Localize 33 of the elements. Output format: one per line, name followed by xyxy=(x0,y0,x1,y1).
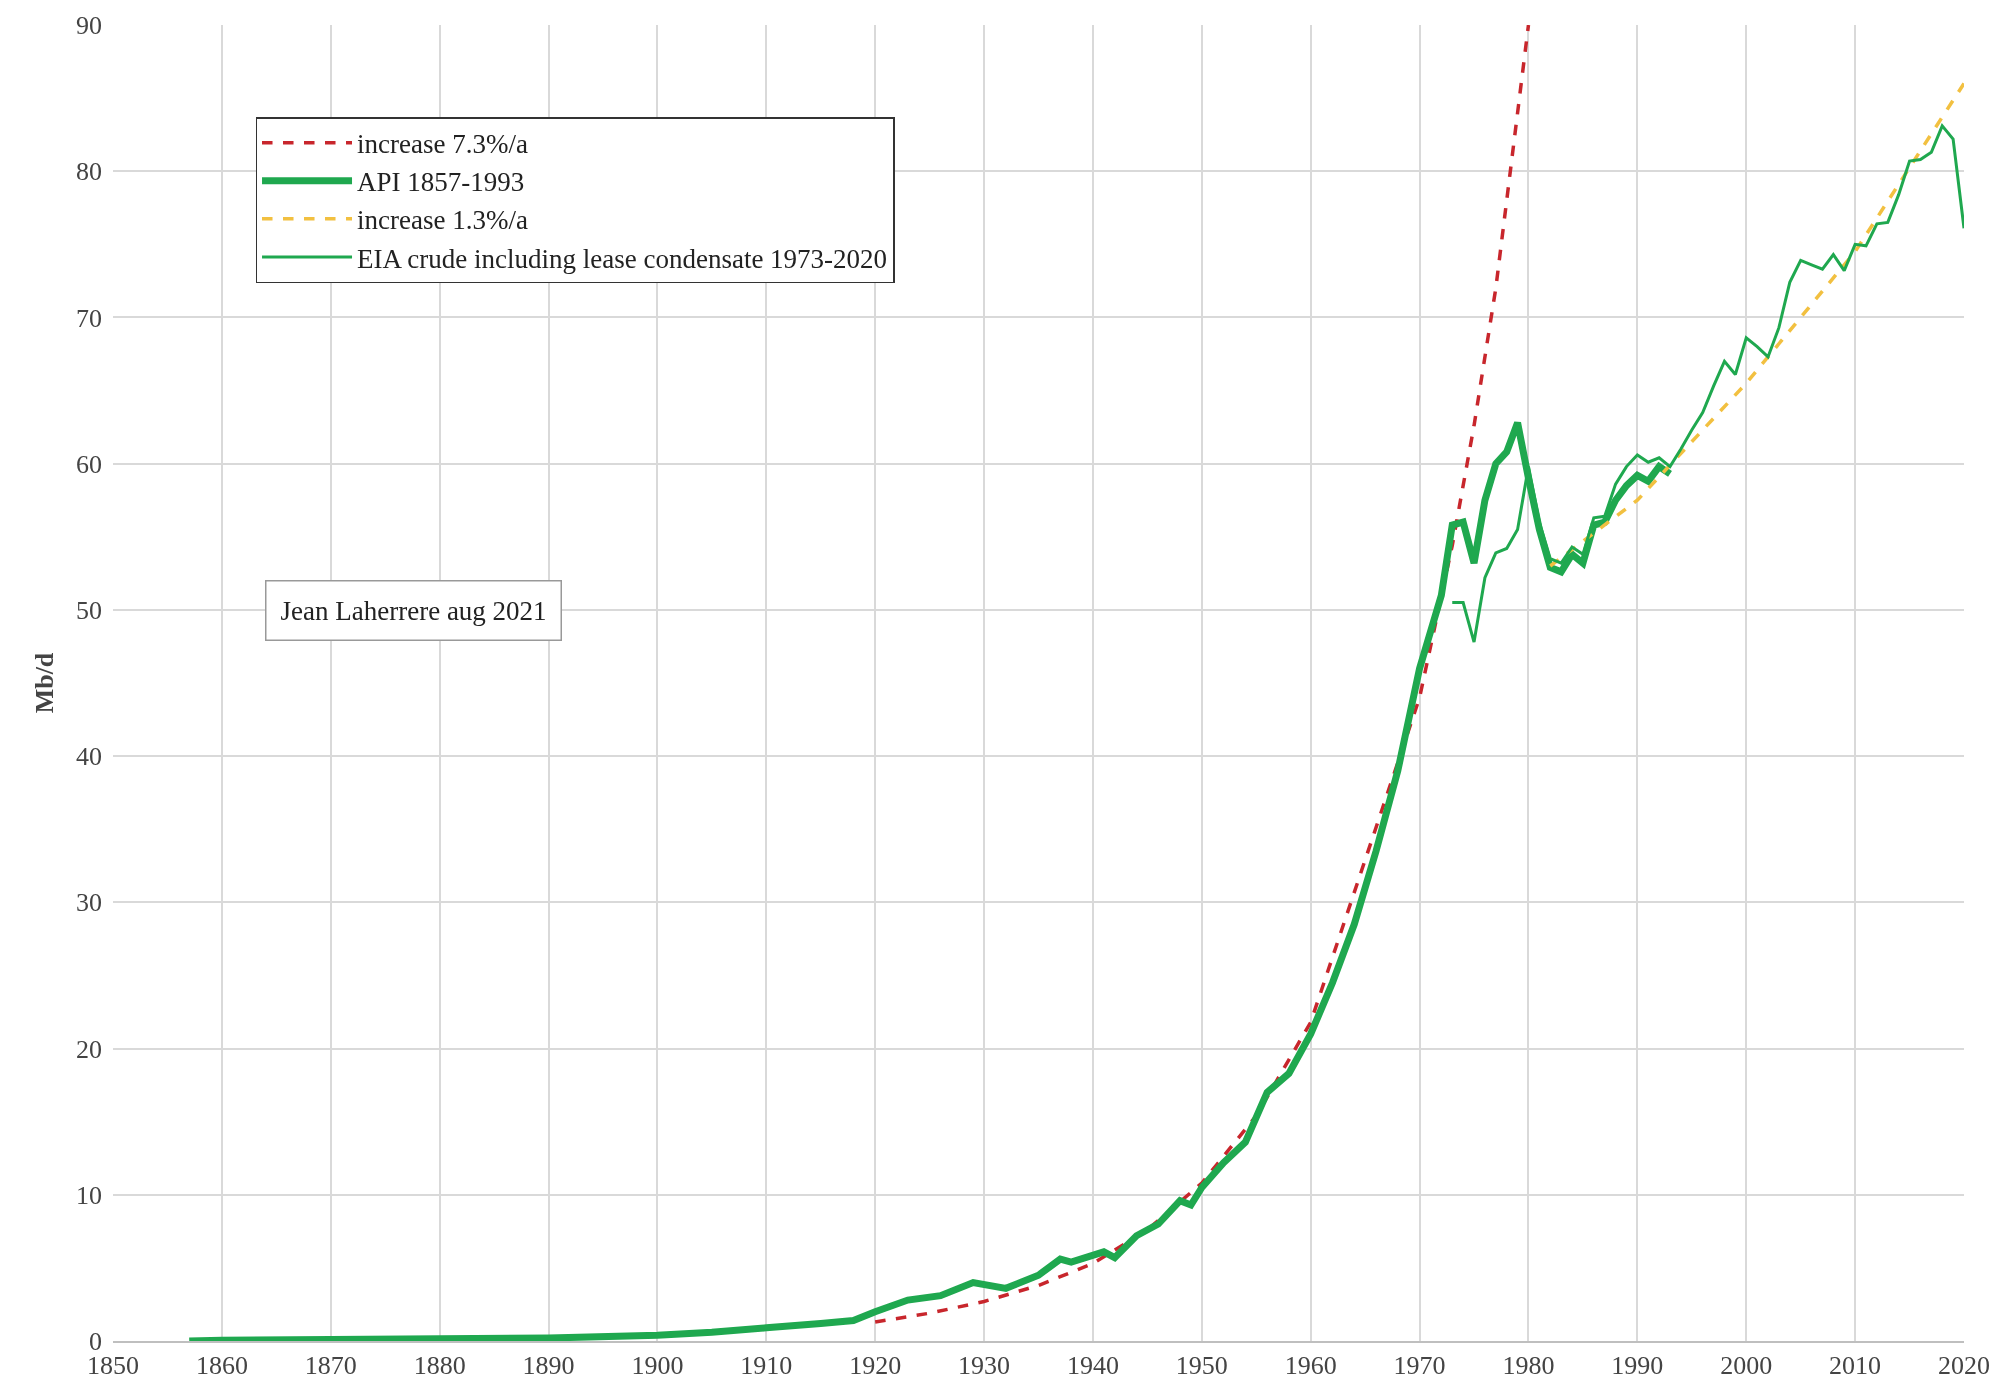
legend-label: increase 7.3%/a xyxy=(357,129,528,160)
x-tick-label: 2020 xyxy=(1938,1350,1990,1380)
legend-label: increase 1.3%/a xyxy=(357,205,528,236)
x-tick-label: 1930 xyxy=(958,1350,1011,1380)
y-tick-label: 60 xyxy=(76,449,102,479)
x-tick-label: 1920 xyxy=(849,1350,902,1380)
line-series xyxy=(1548,81,1964,568)
y-tick-label: 70 xyxy=(76,303,102,333)
x-tick-label: 1950 xyxy=(1175,1350,1228,1380)
y-tick-label: 10 xyxy=(76,1180,102,1210)
x-tick-label: 1910 xyxy=(740,1350,793,1380)
legend-label: EIA crude including lease condensate 1973-2020 xyxy=(357,243,888,274)
x-tick-label: 1940 xyxy=(1066,1350,1119,1380)
y-tick-label: 40 xyxy=(76,742,102,772)
x-tick-label: 1890 xyxy=(522,1350,575,1380)
y-tick-label: 30 xyxy=(76,888,102,918)
x-tick-label: 1960 xyxy=(1284,1350,1337,1380)
x-tick-label: 1900 xyxy=(631,1350,684,1380)
x-tick-label: 1880 xyxy=(413,1350,466,1380)
x-tick-label: 2000 xyxy=(1720,1350,1773,1380)
x-tick-label: 1970 xyxy=(1393,1350,1446,1380)
y-tick-label: 50 xyxy=(76,595,102,625)
x-tick-label: 1990 xyxy=(1611,1350,1664,1380)
x-tick-label: 1860 xyxy=(195,1350,248,1380)
y-axis-title: Mb/d xyxy=(30,652,60,714)
x-tick-label: 2010 xyxy=(1829,1350,1882,1380)
annotation: Jean Laherrere aug 2021 xyxy=(280,595,547,626)
y-tick-label: 90 xyxy=(76,11,102,41)
y-tick-label: 20 xyxy=(76,1034,102,1064)
x-tick-label: 1870 xyxy=(304,1350,357,1380)
legend-label: API 1857-1993 xyxy=(357,167,525,198)
y-tick-label: 80 xyxy=(76,157,102,187)
x-tick-label: 1980 xyxy=(1502,1350,1555,1380)
